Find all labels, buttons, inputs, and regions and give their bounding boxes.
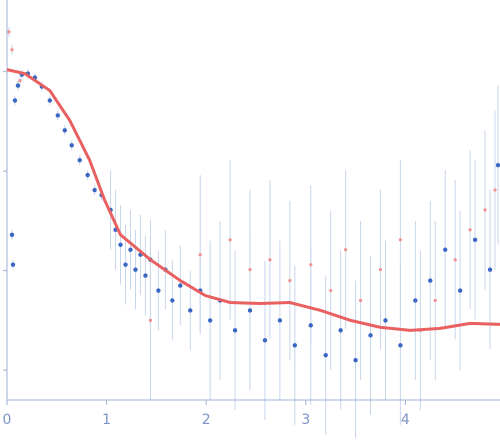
x-tick-label: 0	[3, 412, 12, 428]
x-tick-label: 1	[102, 412, 111, 428]
fit-line	[6, 68, 500, 332]
point	[10, 48, 14, 52]
point	[443, 247, 448, 252]
point	[188, 308, 193, 313]
point	[329, 288, 333, 293]
point	[55, 113, 60, 118]
point	[413, 298, 418, 303]
point	[178, 283, 183, 288]
points	[7, 30, 500, 363]
point	[308, 323, 313, 328]
point	[247, 308, 253, 313]
point	[493, 188, 497, 192]
point	[309, 263, 313, 267]
point	[7, 30, 11, 34]
point	[495, 162, 500, 168]
point	[69, 143, 74, 148]
point	[47, 98, 53, 103]
point	[292, 343, 298, 348]
point	[248, 268, 252, 272]
point	[148, 318, 153, 322]
point	[9, 232, 15, 238]
point	[338, 328, 343, 333]
point	[353, 357, 358, 363]
point	[323, 353, 328, 358]
point	[62, 128, 67, 133]
point	[483, 208, 487, 212]
point	[198, 253, 202, 257]
point	[118, 242, 123, 247]
point	[10, 262, 16, 267]
point	[383, 318, 388, 323]
point	[344, 248, 348, 252]
x-tick-label: 2	[202, 412, 211, 428]
point	[232, 328, 238, 333]
point	[433, 298, 437, 303]
point	[228, 238, 232, 242]
point	[170, 298, 175, 303]
point	[472, 237, 478, 243]
error-bars	[8, 26, 499, 440]
point	[398, 343, 403, 348]
point	[15, 83, 21, 88]
x-tick-label: 4	[401, 412, 410, 428]
point	[207, 318, 213, 323]
point	[12, 98, 18, 103]
point	[156, 288, 161, 293]
point	[453, 258, 457, 262]
point	[398, 238, 403, 242]
point	[268, 258, 272, 262]
point	[378, 268, 383, 272]
point	[288, 278, 292, 283]
point	[428, 278, 433, 283]
point	[133, 267, 138, 272]
point	[457, 288, 463, 293]
point	[77, 157, 82, 163]
point	[143, 273, 148, 278]
point	[92, 187, 97, 193]
point	[277, 318, 283, 323]
point	[123, 262, 128, 267]
point	[487, 267, 493, 272]
point	[368, 333, 373, 338]
point	[262, 338, 268, 343]
point	[85, 172, 90, 178]
point	[358, 298, 363, 303]
point	[128, 247, 133, 252]
x-tick-label: 3	[301, 412, 310, 428]
point	[468, 228, 472, 232]
point	[18, 78, 22, 83]
